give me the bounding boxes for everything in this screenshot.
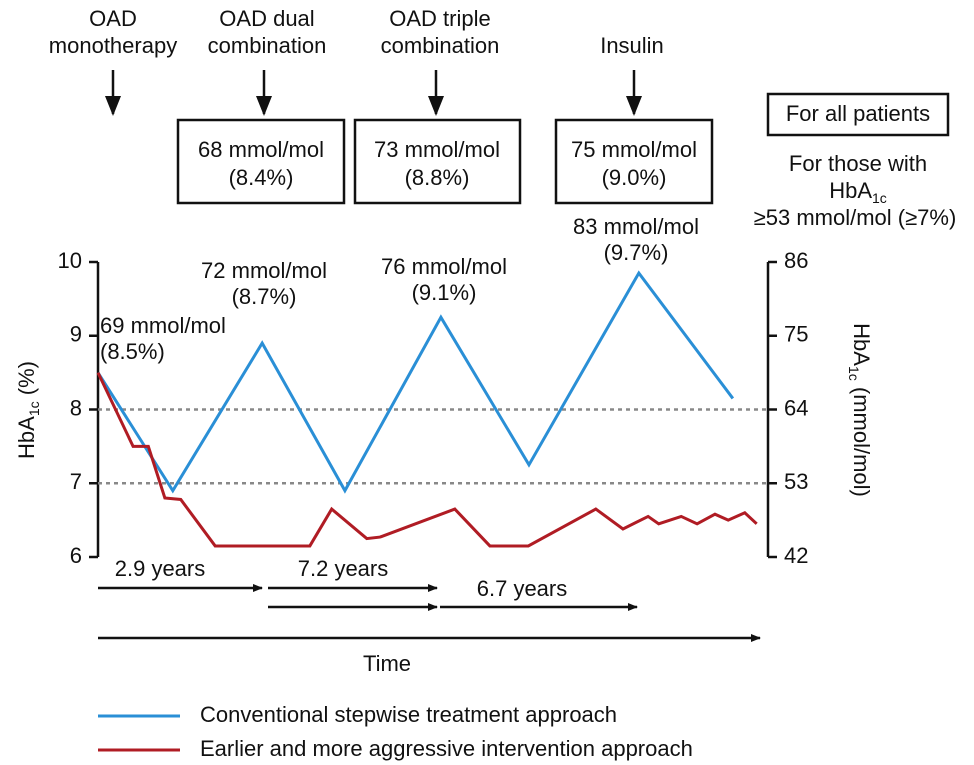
target-note: HbA1c: [829, 178, 887, 206]
step-label: combination: [208, 33, 327, 58]
step-label: OAD triple: [389, 6, 490, 31]
step-arrows: [105, 70, 642, 116]
target-label: (8.8%): [405, 165, 470, 190]
y-axis-label: HbA1c (%): [14, 361, 42, 459]
target-label: 73 mmol/mol: [374, 137, 500, 162]
annotation: (8.7%): [232, 284, 297, 309]
y2-tick-label: 64: [784, 395, 808, 420]
step-label: monotherapy: [49, 33, 177, 58]
step-label: Insulin: [600, 33, 664, 58]
text-part: (%): [14, 361, 39, 401]
y-tick-label: 7: [70, 469, 82, 494]
y2-tick-label: 75: [784, 322, 808, 347]
target-note: For all patients: [786, 101, 930, 126]
target-note: ≥53 mmol/mol (≥7%): [754, 205, 957, 230]
y-tick-label: 6: [70, 543, 82, 568]
duration-label: 7.2 years: [298, 556, 389, 581]
subscript: 1c: [872, 190, 887, 206]
y-tick-label: 10: [58, 248, 82, 273]
target-boxes: [176, 92, 950, 205]
step-label: OAD dual: [219, 6, 314, 31]
text-part: (mmol/mol): [849, 381, 874, 497]
x-axis-label: Time: [363, 651, 411, 676]
legend-label: Conventional stepwise treatment approach: [200, 702, 617, 727]
text-part: HbA: [829, 178, 872, 203]
target-note: For those with: [789, 151, 927, 176]
y2-tick-label: 86: [784, 248, 808, 273]
y2-axis-label: HbA1c (mmol/mol): [846, 323, 874, 497]
annotation: (9.1%): [412, 280, 477, 305]
duration-label: 2.9 years: [115, 556, 206, 581]
annotation: (9.7%): [604, 240, 669, 265]
series-line: [96, 371, 758, 548]
series-line: [96, 270, 735, 494]
annotation: 69 mmol/mol: [100, 313, 226, 338]
annotation: (8.5%): [100, 339, 165, 364]
subscript: 1c: [846, 366, 862, 381]
annotation: 72 mmol/mol: [201, 258, 327, 283]
duration-label: 6.7 years: [477, 576, 568, 601]
text-part: HbA: [14, 416, 39, 459]
annotation: 83 mmol/mol: [573, 214, 699, 239]
target-label: (8.4%): [229, 165, 294, 190]
step-label: combination: [381, 33, 500, 58]
duration-arrows: [98, 584, 761, 642]
step-label: OAD: [89, 6, 137, 31]
target-label: 75 mmol/mol: [571, 137, 697, 162]
annotation: 76 mmol/mol: [381, 254, 507, 279]
text-part: HbA: [849, 323, 874, 366]
subscript: 1c: [26, 401, 42, 416]
y-tick-label: 9: [70, 322, 82, 347]
y2-tick-label: 42: [784, 543, 808, 568]
target-label: (9.0%): [602, 165, 667, 190]
y-tick-label: 8: [70, 395, 82, 420]
legend-label: Earlier and more aggressive intervention…: [200, 736, 693, 761]
target-label: 68 mmol/mol: [198, 137, 324, 162]
y2-tick-label: 53: [784, 469, 808, 494]
